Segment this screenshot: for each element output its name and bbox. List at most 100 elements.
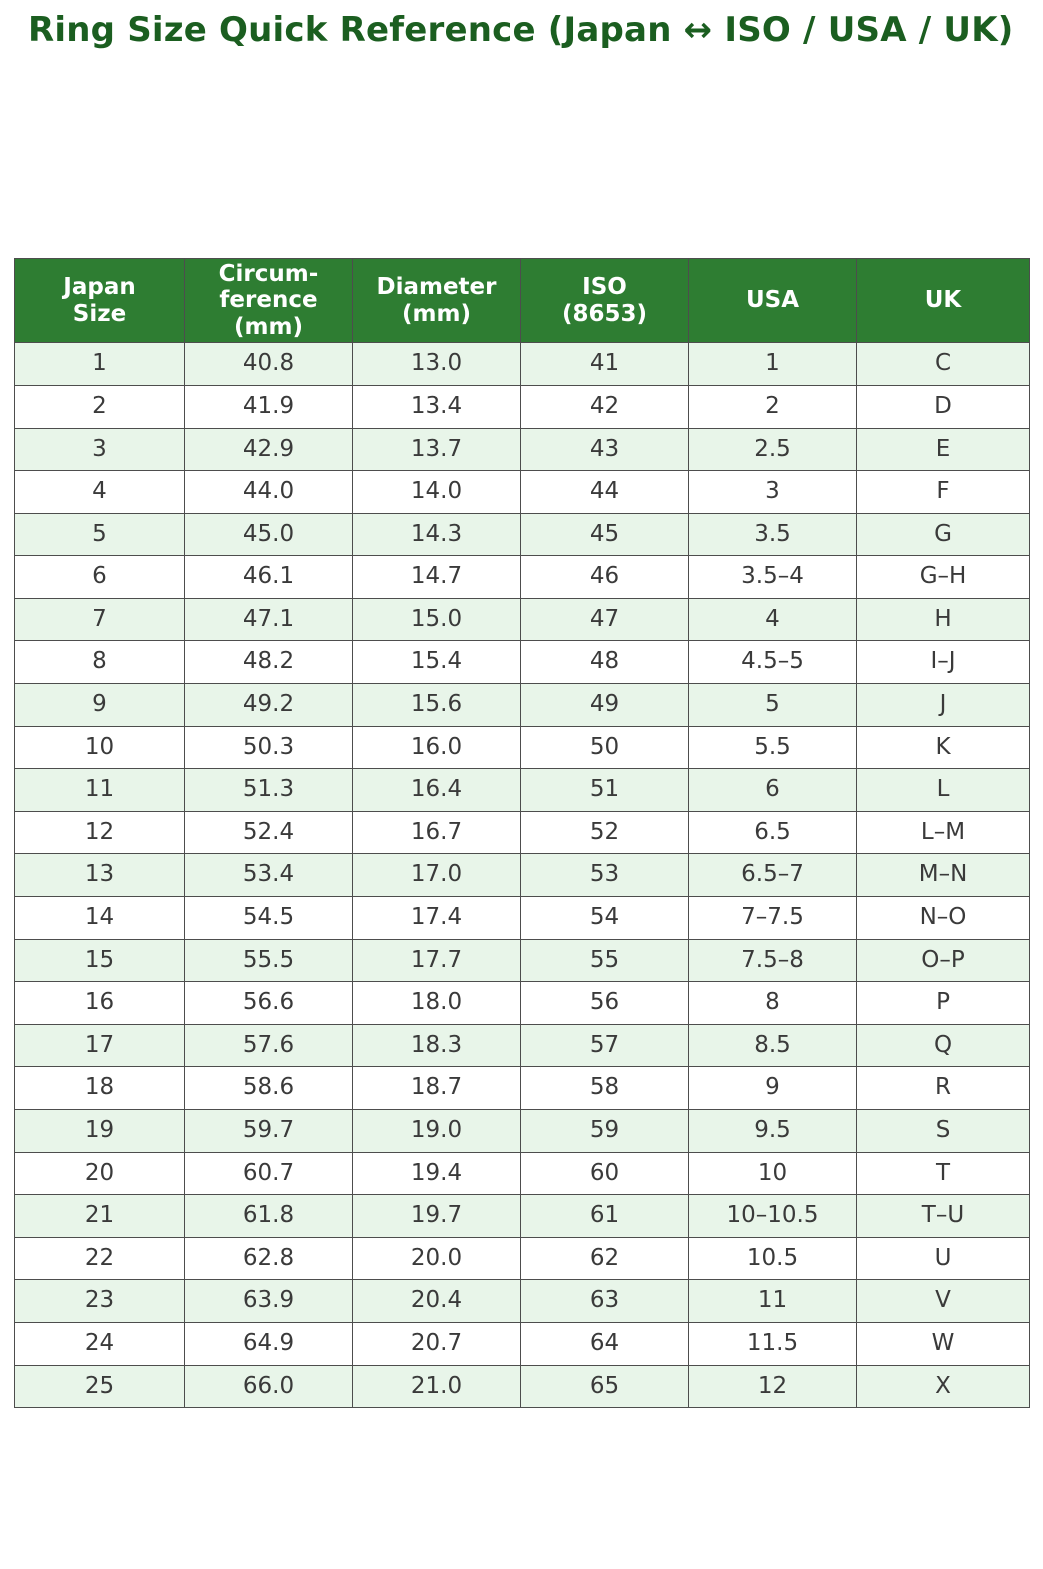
table-cell: 63.9 xyxy=(184,1279,353,1323)
table-cell: 64 xyxy=(520,1321,689,1366)
table-row: 17 57.6 18.3 57 8.5 Q xyxy=(14,1023,1030,1068)
table-cell: 18.3 xyxy=(352,1023,521,1068)
table-cell: 1 xyxy=(14,342,185,386)
table-cell: I–J xyxy=(856,640,1030,685)
table-cell: 19.4 xyxy=(352,1151,521,1196)
page-title: Ring Size Quick Reference (Japan ↔ ISO /… xyxy=(28,10,1014,50)
table-row: 1 40.8 13.0 41 1 C xyxy=(14,342,1030,386)
table-cell: 12 xyxy=(688,1364,857,1409)
table-cell: 61.8 xyxy=(184,1194,353,1238)
table-cell: 15 xyxy=(14,938,185,983)
table-row: 14 54.5 17.4 54 7–7.5 N–O xyxy=(14,896,1030,940)
table-row: 6 46.1 14.7 46 3.5–4 G–H xyxy=(14,555,1030,599)
table-cell: 52 xyxy=(520,810,689,855)
table-cell: 66.0 xyxy=(184,1364,353,1409)
table-cell: 2 xyxy=(14,384,185,429)
table-cell: 15.0 xyxy=(352,597,521,642)
table-cell: S xyxy=(856,1109,1030,1153)
table-cell: 44 xyxy=(520,470,689,514)
table-cell: 14.0 xyxy=(352,470,521,514)
table-cell: E xyxy=(856,427,1030,472)
table-cell: 49 xyxy=(520,683,689,727)
table-cell: 53.4 xyxy=(184,853,353,898)
table-cell: 16.0 xyxy=(352,725,521,770)
table-cell: 6 xyxy=(14,555,185,599)
table-cell: 9 xyxy=(688,1066,857,1110)
table-cell: 13.7 xyxy=(352,427,521,472)
table-cell: T xyxy=(856,1151,1030,1196)
table-cell: 22 xyxy=(14,1236,185,1281)
table-cell: L–M xyxy=(856,810,1030,855)
table-cell: 3 xyxy=(688,470,857,514)
table-row: 23 63.9 20.4 63 11 V xyxy=(14,1279,1030,1323)
table-cell: 7 xyxy=(14,597,185,642)
table-cell: 13.0 xyxy=(352,342,521,386)
column-header: Diameter (mm) xyxy=(352,257,521,344)
table-cell: 48.2 xyxy=(184,640,353,685)
table-cell: 13.4 xyxy=(352,384,521,429)
column-header: USA xyxy=(688,257,857,344)
table-cell: G xyxy=(856,512,1030,557)
table-cell: 10 xyxy=(14,725,185,770)
table-cell: 5 xyxy=(14,512,185,557)
table-row: 8 48.2 15.4 48 4.5–5 I–J xyxy=(14,640,1030,685)
table-cell: 51.3 xyxy=(184,768,353,812)
table-cell: 11 xyxy=(14,768,185,812)
table-cell: 17.0 xyxy=(352,853,521,898)
table-row: 16 56.6 18.0 56 8 P xyxy=(14,981,1030,1025)
table-row: 20 60.7 19.4 60 10 T xyxy=(14,1151,1030,1196)
table-cell: 10.5 xyxy=(688,1236,857,1281)
table-cell: 8 xyxy=(14,640,185,685)
table-cell: M–N xyxy=(856,853,1030,898)
table-cell: 64.9 xyxy=(184,1321,353,1366)
table-cell: 4 xyxy=(688,597,857,642)
table-cell: 46 xyxy=(520,555,689,599)
table-cell: 43 xyxy=(520,427,689,472)
table-cell: 44.0 xyxy=(184,470,353,514)
table-cell: 62.8 xyxy=(184,1236,353,1281)
table-cell: 2.5 xyxy=(688,427,857,472)
table-cell: 17.4 xyxy=(352,896,521,940)
table-row: 3 42.9 13.7 43 2.5 E xyxy=(14,427,1030,472)
table-cell: 16 xyxy=(14,981,185,1025)
table-cell: 5.5 xyxy=(688,725,857,770)
table-cell: 14 xyxy=(14,896,185,940)
table-row: 2 41.9 13.4 42 2 D xyxy=(14,384,1030,429)
table-cell: G–H xyxy=(856,555,1030,599)
column-header: UK xyxy=(856,257,1030,344)
table-cell: 16.4 xyxy=(352,768,521,812)
table-cell: 6 xyxy=(688,768,857,812)
table-cell: 45 xyxy=(520,512,689,557)
table-cell: 14.7 xyxy=(352,555,521,599)
table-cell: 57.6 xyxy=(184,1023,353,1068)
table-cell: 5 xyxy=(688,683,857,727)
table-cell: 47 xyxy=(520,597,689,642)
table-cell: 9 xyxy=(14,683,185,727)
table-body: 1 40.8 13.0 41 1 C 2 41.9 13.4 42 2 D 3 42.9 13.7 43 2.5… xyxy=(14,342,1030,1409)
table-cell: 63 xyxy=(520,1279,689,1323)
table-cell: 59.7 xyxy=(184,1109,353,1153)
column-header: ISO (8653) xyxy=(520,257,689,344)
table-cell: 56 xyxy=(520,981,689,1025)
table-cell: 18.7 xyxy=(352,1066,521,1110)
table-cell: 4.5–5 xyxy=(688,640,857,685)
table-cell: H xyxy=(856,597,1030,642)
table-cell: V xyxy=(856,1279,1030,1323)
table-cell: 61 xyxy=(520,1194,689,1238)
table-cell: 18 xyxy=(14,1066,185,1110)
table-cell: 54.5 xyxy=(184,896,353,940)
table-cell: 12 xyxy=(14,810,185,855)
table-cell: F xyxy=(856,470,1030,514)
table-cell: 48 xyxy=(520,640,689,685)
table-cell: 19 xyxy=(14,1109,185,1153)
table-cell: O–P xyxy=(856,938,1030,983)
table-cell: 10 xyxy=(688,1151,857,1196)
table-row: 19 59.7 19.0 59 9.5 S xyxy=(14,1109,1030,1153)
table-cell: 17 xyxy=(14,1023,185,1068)
table-cell: W xyxy=(856,1321,1030,1366)
table-cell: 17.7 xyxy=(352,938,521,983)
table-cell: D xyxy=(856,384,1030,429)
table-cell: T–U xyxy=(856,1194,1030,1238)
table-cell: L xyxy=(856,768,1030,812)
table-cell: 11 xyxy=(688,1279,857,1323)
